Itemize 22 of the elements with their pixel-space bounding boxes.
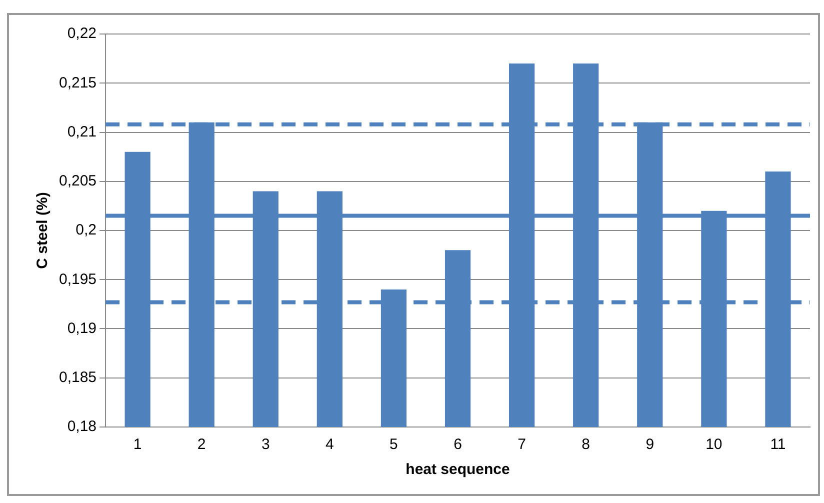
y-tick-label: 0,21	[67, 123, 97, 140]
x-tick-label: 2	[197, 436, 206, 454]
x-tick-label: 5	[390, 436, 398, 454]
y-tick-label: 0,22	[67, 25, 97, 42]
y-tick-label: 0,215	[58, 74, 97, 92]
y-tick-label: 0,19	[67, 320, 97, 337]
y-axis-title: C steel (%)	[34, 192, 52, 269]
y-tick-label: 0,205	[58, 172, 97, 190]
x-tick-label: 6	[454, 436, 462, 454]
x-tick-label: 7	[518, 436, 526, 454]
y-tick-label: 0,18	[67, 418, 97, 436]
x-axis-title: heat sequence	[406, 461, 510, 478]
x-tick-label: 3	[261, 436, 270, 454]
x-tick-label: 11	[770, 436, 786, 454]
x-tick-label: 4	[326, 436, 334, 454]
x-tick-label: 1	[133, 436, 142, 454]
x-tick-label: 10	[706, 436, 722, 454]
y-tick-label: 0,195	[58, 270, 97, 288]
x-tick-label: 9	[646, 436, 654, 454]
y-tick-label: 0,2	[76, 222, 97, 239]
y-tick-label: 0,185	[58, 369, 97, 386]
x-tick-label: 8	[582, 436, 590, 454]
